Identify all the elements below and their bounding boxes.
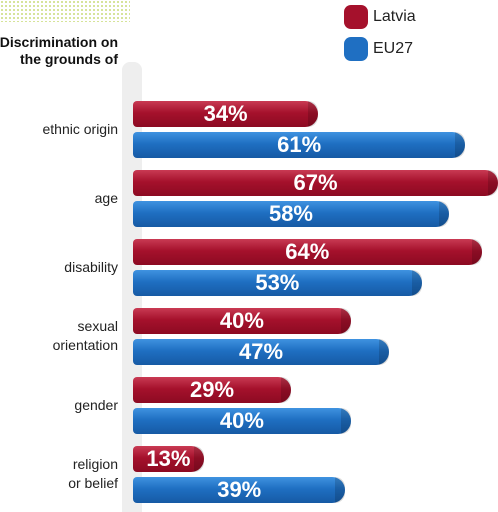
value-label-eu27-disability: 53% bbox=[255, 270, 300, 295]
chart-title: Discrimination on the grounds of bbox=[0, 34, 118, 67]
category-label-disability: disability bbox=[64, 258, 118, 275]
bar-latvia-age bbox=[133, 170, 498, 196]
legend-item-eu27: EU27 bbox=[344, 37, 413, 61]
dot-pattern-decoration bbox=[0, 0, 130, 22]
category-label-ethnic-origin: ethnic origin bbox=[42, 120, 119, 137]
value-label-eu27-age: 58% bbox=[268, 201, 313, 226]
bar-eu27-ethnic-origin bbox=[133, 132, 466, 158]
bar-latvia-gender bbox=[133, 377, 291, 403]
value-label-latvia-ethnic-origin: 34% bbox=[203, 101, 248, 126]
category-label-age: age bbox=[94, 189, 118, 206]
legend-item-latvia: Latvia bbox=[344, 5, 416, 29]
legend-label-eu27: EU27 bbox=[373, 40, 414, 57]
value-label-latvia-sexual-orientation: 40% bbox=[219, 308, 264, 333]
bar-eu27-age bbox=[133, 201, 449, 227]
bar-latvia-ethnic-origin bbox=[133, 101, 319, 127]
legend-swatch-eu27 bbox=[344, 37, 368, 61]
value-label-latvia-religion-or-belief: 13% bbox=[146, 446, 191, 471]
value-label-eu27-religion-or-belief: 39% bbox=[217, 477, 262, 502]
value-label-latvia-age: 67% bbox=[293, 170, 338, 195]
bar-eu27-sexual-orientation bbox=[133, 339, 390, 365]
value-label-latvia-gender: 29% bbox=[189, 377, 235, 402]
bar-eu27-disability bbox=[133, 270, 422, 296]
value-label-eu27-ethnic-origin: 61% bbox=[277, 132, 322, 157]
category-label-religion-or-belief: religion or belief bbox=[68, 456, 118, 491]
category-label-gender: gender bbox=[74, 396, 118, 413]
bar-latvia-sexual-orientation bbox=[133, 308, 351, 334]
legend-label-latvia: Latvia bbox=[373, 8, 416, 25]
bar-latvia-religion-or-belief bbox=[133, 446, 204, 472]
value-label-eu27-sexual-orientation: 47% bbox=[238, 339, 284, 364]
legend-swatch-latvia bbox=[344, 5, 368, 29]
bar-latvia-disability bbox=[133, 239, 482, 265]
value-label-latvia-disability: 64% bbox=[285, 239, 330, 264]
bar-eu27-religion-or-belief bbox=[133, 477, 346, 503]
bar-eu27-gender bbox=[133, 408, 351, 434]
value-label-eu27-gender: 40% bbox=[219, 408, 264, 433]
category-label-sexual-orientation: sexual orientation bbox=[52, 318, 118, 353]
